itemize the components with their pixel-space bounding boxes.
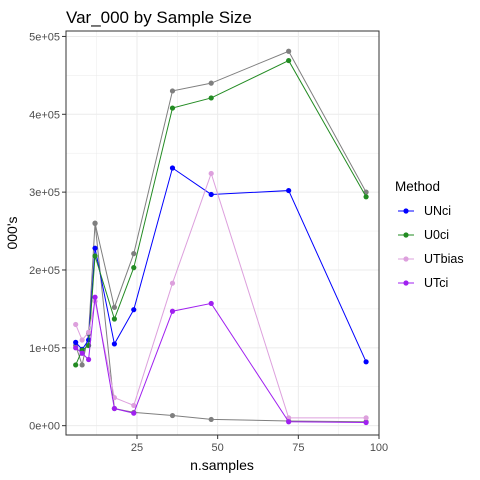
y-tick-label: 3e+05 [29, 187, 60, 199]
x-axis-title: n.samples [190, 457, 254, 473]
x-tick-label: 50 [212, 442, 224, 454]
chart-title: Var_000 by Sample Size [66, 8, 252, 27]
legend-key-point [403, 232, 408, 237]
legend-key-point [403, 256, 408, 261]
data-point-utci [92, 295, 97, 300]
legend-item-utci: UTci [398, 276, 448, 290]
data-point-unlabeled-0-upper [131, 251, 136, 256]
data-point-u0ci [92, 253, 97, 258]
legend-label: UTbias [424, 252, 464, 266]
legend-item-utbias: UTbias [398, 252, 464, 266]
plot-panel [66, 31, 379, 435]
data-point-u0ci [170, 105, 175, 110]
data-point-unci [363, 359, 368, 364]
legend-item-unci: UNci [398, 204, 451, 218]
data-point-unlabeled-0 [209, 417, 214, 422]
legend-key-point [403, 208, 408, 213]
data-point-utci [112, 406, 117, 411]
y-tick-label: 0e+00 [29, 421, 60, 433]
data-point-utbias [86, 330, 91, 335]
data-point-u0ci [73, 362, 78, 367]
y-tick-label: 2e+05 [29, 265, 60, 277]
x-tick-label: 100 [370, 442, 388, 454]
data-point-utbias [209, 171, 214, 176]
data-point-utci [80, 351, 85, 356]
data-point-u0ci [131, 265, 136, 270]
data-point-unci [170, 165, 175, 170]
data-point-utci [170, 309, 175, 314]
data-point-utci [73, 345, 78, 350]
data-point-utci [363, 420, 368, 425]
data-point-unlabeled-0-upper [286, 49, 291, 54]
x-tick-label: 25 [131, 442, 143, 454]
data-point-unci [209, 192, 214, 197]
data-point-utci [86, 357, 91, 362]
legend-label: UTci [424, 276, 448, 290]
data-point-utci [286, 419, 291, 424]
legend-title: Method [395, 179, 440, 194]
y-tick-label: 5e+05 [29, 31, 60, 43]
data-point-unci [73, 340, 78, 345]
data-point-u0ci [209, 95, 214, 100]
legend-item-u0ci: U0ci [398, 228, 449, 242]
data-point-utbias [80, 337, 85, 342]
data-point-unlabeled-0 [170, 413, 175, 418]
data-point-utci [131, 411, 136, 416]
y-axis-title: 000's [4, 216, 20, 249]
data-point-unci [131, 307, 136, 312]
legend-label: UNci [424, 204, 451, 218]
y-tick-label: 4e+05 [29, 109, 60, 121]
data-point-utbias [170, 281, 175, 286]
x-tick-label: 75 [292, 442, 304, 454]
data-point-u0ci [363, 194, 368, 199]
y-tick-label: 1e+05 [29, 343, 60, 355]
data-point-unlabeled-0 [80, 362, 85, 367]
legend: Method UNci U0ci UTbias UTci [395, 179, 464, 290]
data-point-unci [92, 246, 97, 251]
data-point-u0ci [112, 316, 117, 321]
data-point-utbias [363, 415, 368, 420]
data-point-unci [112, 341, 117, 346]
data-point-unlabeled-0-upper [209, 81, 214, 86]
data-point-utbias [73, 322, 78, 327]
data-point-unci [286, 188, 291, 193]
legend-key-point [403, 280, 408, 285]
data-point-unlabeled-0-upper [92, 221, 97, 226]
data-point-unlabeled-0-upper [112, 305, 117, 310]
legend-items: UNci U0ci UTbias UTci [398, 204, 464, 290]
data-point-u0ci [286, 58, 291, 63]
data-point-unlabeled-0-upper [170, 88, 175, 93]
legend-label: U0ci [424, 228, 449, 242]
data-point-utci [209, 301, 214, 306]
